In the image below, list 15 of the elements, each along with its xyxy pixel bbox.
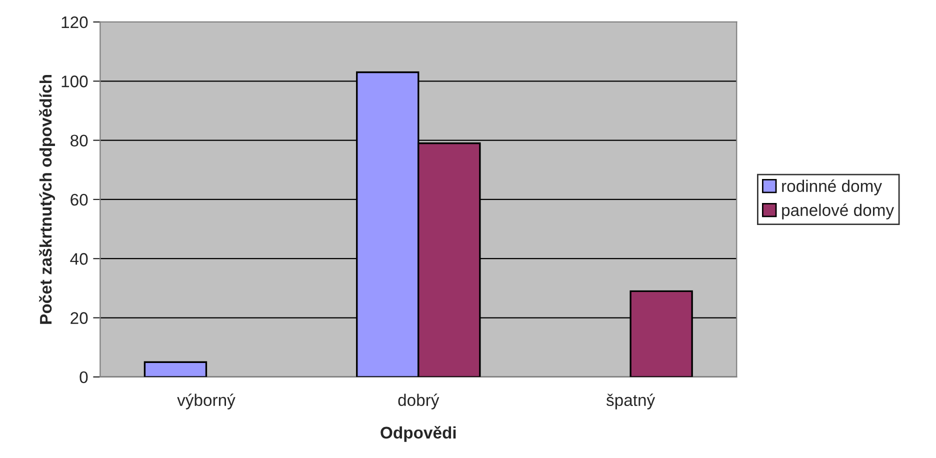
y-axis-title: Počet zaškrtnutých odpovědích xyxy=(39,74,55,324)
bar xyxy=(144,361,208,377)
x-tick-label: dobrý xyxy=(398,394,440,410)
y-tick-label: 40 xyxy=(70,253,88,265)
y-tick-label: 120 xyxy=(62,16,88,28)
y-tick-label: 60 xyxy=(70,194,88,206)
y-tick-label: 20 xyxy=(70,312,88,324)
x-tick-label: výborný xyxy=(177,394,236,410)
y-tick-label: 100 xyxy=(62,76,88,88)
x-tick-label: špatný xyxy=(606,394,656,410)
y-tick-label: 80 xyxy=(70,134,88,147)
x-axis-title: Odpovědi xyxy=(380,426,456,442)
legend-label: rodinné domy xyxy=(782,180,882,196)
legend-label: panelové domy xyxy=(782,204,894,220)
y-tick-label: 0 xyxy=(80,371,88,384)
